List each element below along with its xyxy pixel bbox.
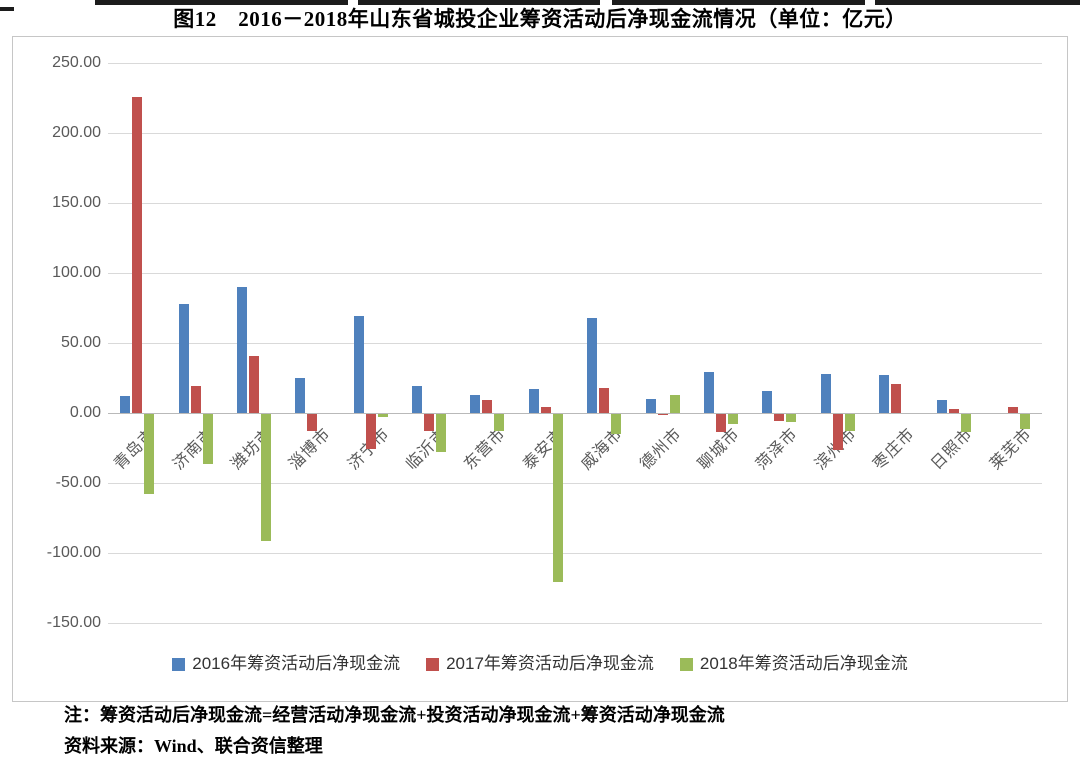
bar-s2-c15 — [949, 408, 960, 413]
gridline — [108, 623, 1042, 624]
y-axis-tick-label: -150.00 — [46, 614, 101, 631]
gridline — [108, 63, 1042, 64]
bar-s1-c6 — [412, 386, 423, 413]
gridline — [108, 133, 1042, 134]
bar-s2-c16 — [1007, 407, 1018, 413]
bar-s2-c5 — [365, 414, 376, 449]
bar-s2-c14 — [891, 383, 902, 413]
cropped-text-artifact — [875, 0, 1080, 5]
bar-s2-c1 — [132, 96, 143, 413]
bar-s2-c2 — [190, 386, 201, 413]
bar-s2-c6 — [424, 414, 435, 431]
bar-s2-c10 — [657, 414, 668, 416]
bar-s1-c4 — [295, 378, 306, 413]
legend-item-2017: 2017年筹资活动后净现金流 — [426, 653, 654, 675]
bar-s1-c7 — [470, 394, 481, 413]
bar-s3-c10 — [669, 394, 680, 413]
bar-s1-c3 — [236, 287, 247, 413]
bar-s1-c9 — [587, 317, 598, 413]
bar-s1-c10 — [645, 399, 656, 413]
gridline — [108, 483, 1042, 484]
bar-s2-c13 — [832, 414, 843, 451]
bar-s3-c16 — [1019, 414, 1030, 430]
y-axis-tick-label: 100.00 — [52, 264, 101, 281]
y-axis-tick-label: 250.00 — [52, 54, 101, 71]
cropped-text-artifact — [95, 0, 348, 5]
legend-item-2018: 2018年筹资活动后净现金流 — [679, 653, 908, 675]
x-axis-category-text: 德州市 — [636, 425, 685, 474]
legend-swatch-2017 — [426, 657, 440, 671]
legend: 2016年筹资活动后净现金流 2017年筹资活动后净现金流 2018年筹资活动后净现… — [13, 653, 1067, 675]
bar-s1-c12 — [762, 390, 773, 413]
x-axis-category-text: 菏泽市 — [753, 425, 802, 474]
bar-s3-c9 — [611, 414, 622, 434]
bar-s3-c15 — [961, 414, 972, 433]
bar-s3-c3 — [260, 414, 271, 542]
legend-swatch-2018 — [679, 657, 693, 671]
gridline — [108, 273, 1042, 274]
bar-s3-c5 — [377, 414, 388, 417]
bar-s2-c4 — [307, 414, 318, 431]
bar-s1-c15 — [937, 400, 948, 413]
legend-label-2016: 2016年筹资活动后净现金流 — [192, 654, 401, 673]
bar-s1-c8 — [528, 389, 539, 413]
plot-area: 250.00 200.00 150.00 100.00 50.00 0.00 -50.00 -… — [13, 37, 1067, 701]
y-axis-tick-label: -50.00 — [55, 474, 101, 491]
x-axis-category-text: 枣庄市 — [870, 425, 919, 474]
bar-s2-c7 — [482, 400, 493, 413]
legend-item-2016: 2016年筹资活动后净现金流 — [172, 653, 400, 675]
chart-title: 图12 2016－2018年山东省城投企业筹资活动后净现金流情况（单位：亿元） — [173, 7, 907, 31]
bar-s1-c5 — [353, 316, 364, 413]
bar-s3-c7 — [494, 414, 505, 431]
bar-s1-c14 — [879, 375, 890, 413]
bar-s3-c8 — [552, 414, 563, 582]
bar-s3-c12 — [786, 414, 797, 423]
cropped-text-artifact — [358, 0, 600, 5]
bar-s3-c2 — [202, 414, 213, 465]
y-axis-tick-label: 200.00 — [52, 124, 101, 141]
bar-s1-c11 — [703, 372, 714, 413]
bar-s2-c11 — [715, 414, 726, 433]
cropped-text-artifact — [0, 7, 14, 11]
legend-label-2018: 2018年筹资活动后净现金流 — [699, 654, 908, 673]
bar-s2-c8 — [540, 407, 551, 413]
bar-s3-c6 — [436, 414, 447, 452]
bar-s2-c3 — [248, 355, 259, 413]
note-source: 资料来源：Wind、联合资信整理 — [64, 736, 323, 756]
bar-s1-c13 — [820, 373, 831, 413]
cropped-text-artifact — [612, 0, 865, 5]
legend-swatch-2016 — [172, 657, 186, 671]
bar-s2-c12 — [774, 414, 785, 421]
y-axis-tick-label: -100.00 — [46, 544, 101, 561]
bar-s3-c1 — [144, 414, 155, 494]
bar-s2-c9 — [599, 387, 610, 413]
y-axis-tick-label: 50.00 — [60, 334, 101, 351]
bar-s3-c13 — [844, 414, 855, 431]
bar-s3-c11 — [727, 414, 738, 424]
bar-s1-c2 — [178, 303, 189, 413]
y-axis-tick-label: 0.00 — [69, 404, 101, 421]
gridline — [108, 203, 1042, 204]
gridline — [108, 553, 1042, 554]
legend-label-2017: 2017年筹资活动后净现金流 — [446, 654, 654, 673]
chart-frame: 250.00 200.00 150.00 100.00 50.00 0.00 -50.00 -… — [12, 36, 1068, 702]
zero-axis-line — [108, 413, 1042, 414]
note-formula: 注：筹资活动后净现金流=经营活动净现金流+投资活动净现金流+筹资活动净现金流 — [64, 705, 725, 725]
gridline — [108, 343, 1042, 344]
y-axis-tick-label: 150.00 — [52, 194, 101, 211]
bar-s1-c1 — [120, 396, 131, 413]
